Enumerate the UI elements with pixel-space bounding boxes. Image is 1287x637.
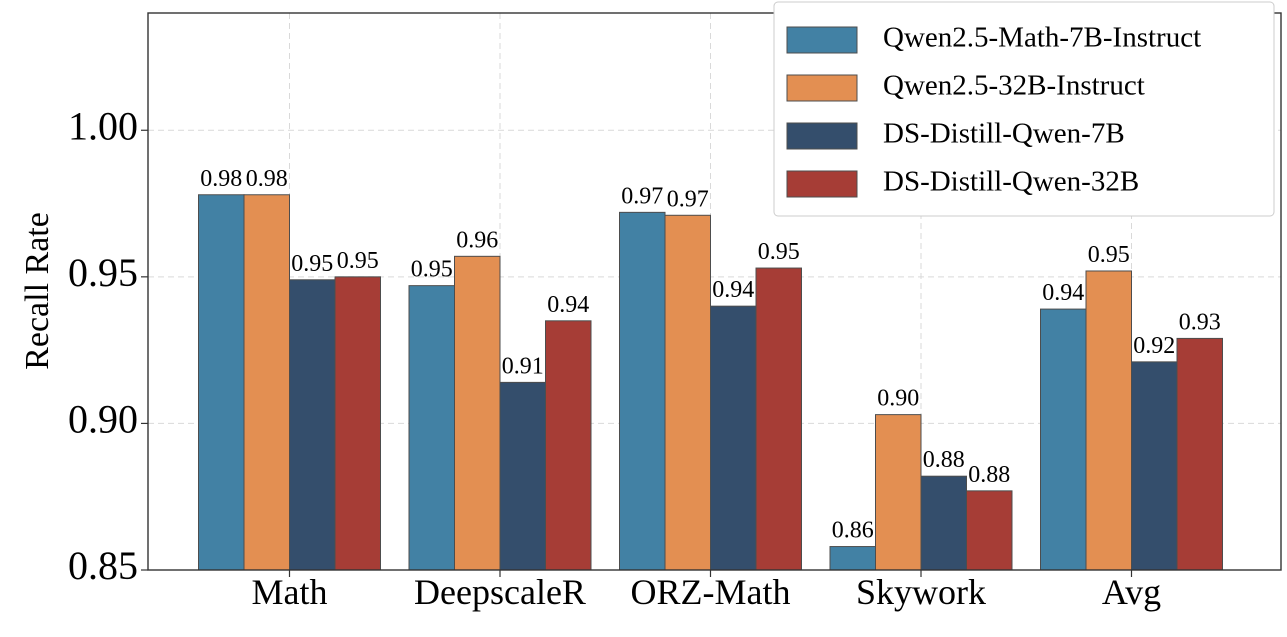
bar-ds-distill-qwen-7b-skywork <box>920 475 967 571</box>
legend: Qwen2.5-Math-7B-Instruct Qwen2.5-32B-Inst… <box>773 1 1275 217</box>
x-tick-label: Skywork <box>856 572 986 612</box>
bar-qwen2-5-math-7b-instruct-math <box>198 194 245 571</box>
bar-ds-distill-qwen-7b-orz-math <box>710 305 757 571</box>
bar-ds-distill-qwen-7b-avg <box>1131 361 1178 571</box>
y-axis: 0.85 0.90 0.95 1.00 <box>68 103 148 588</box>
plot-frame <box>147 12 1282 571</box>
legend-swatch <box>786 74 858 102</box>
bar-value-label: 0.96 <box>456 227 498 253</box>
bar-value-label: 0.93 <box>1179 309 1221 335</box>
bar-value-label: 0.95 <box>758 239 800 265</box>
bar-ds-distill-qwen-32b-deepscaler <box>545 320 592 571</box>
bar-qwen2-5-32b-instruct-skywork <box>875 414 922 571</box>
y-tick-label: 0.95 <box>68 250 138 295</box>
bar-ds-distill-qwen-32b-skywork <box>966 490 1013 571</box>
bar-qwen2-5-math-7b-instruct-skywork <box>829 546 876 571</box>
bar-value-label: 0.97 <box>621 183 663 209</box>
bar-qwen2-5-math-7b-instruct-orz-math <box>619 211 666 571</box>
bar-qwen2-5-32b-instruct-avg <box>1085 270 1132 571</box>
bar-qwen2-5-math-7b-instruct-avg <box>1040 308 1087 571</box>
bar-value-label: 0.95 <box>411 257 453 283</box>
x-tick-label: ORZ-Math <box>631 572 791 612</box>
bar-value-label: 0.92 <box>1133 333 1175 359</box>
bar-value-label: 0.95 <box>291 251 333 277</box>
bar-qwen2-5-32b-instruct-deepscaler <box>454 255 501 571</box>
bar-ds-distill-qwen-7b-math <box>289 279 336 571</box>
y-tick-label: 1.00 <box>68 103 138 148</box>
bar-value-label: 0.86 <box>832 518 874 544</box>
bar-ds-distill-qwen-7b-deepscaler <box>499 381 546 571</box>
bar-qwen2-5-32b-instruct-orz-math <box>664 214 711 571</box>
bar-value-label: 0.94 <box>547 292 589 318</box>
x-tick-label: Math <box>252 572 328 612</box>
bar-value-label: 0.94 <box>712 277 754 303</box>
legend-label: DS-Distill-Qwen-7B <box>883 118 1125 150</box>
bar-value-label: 0.95 <box>337 248 379 274</box>
bar-value-label: 0.90 <box>877 386 919 412</box>
bar-value-label: 0.97 <box>667 186 709 212</box>
bar-value-label: 0.88 <box>968 462 1010 488</box>
x-tick-label: DeepscaleR <box>414 572 586 612</box>
data-labels-layer: 0.98 0.95 0.97 0.86 0.94 0.98 0.96 0.97 0.90 0.95… <box>200 166 1221 544</box>
bar-qwen2-5-math-7b-instruct-deepscaler <box>408 285 455 571</box>
bar-ds-distill-qwen-32b-avg <box>1176 337 1223 571</box>
bar-ds-distill-qwen-32b-math <box>334 276 381 571</box>
y-tick-label: 0.90 <box>68 397 138 442</box>
legend-label: DS-Distill-Qwen-32B <box>883 166 1139 198</box>
y-tick-label: 0.85 <box>68 543 138 588</box>
bars-layer <box>198 194 1223 571</box>
bar-value-label: 0.88 <box>923 447 965 473</box>
bar-value-label: 0.95 <box>1088 242 1130 268</box>
bar-ds-distill-qwen-32b-orz-math <box>755 267 802 571</box>
legend-swatch <box>786 26 858 54</box>
legend-swatch <box>786 170 858 198</box>
bar-qwen2-5-32b-instruct-math <box>243 194 290 571</box>
bar-value-label: 0.94 <box>1042 280 1084 306</box>
x-tick-label: Avg <box>1102 572 1161 612</box>
bar-value-label: 0.91 <box>502 353 544 379</box>
legend-swatch <box>786 122 858 150</box>
y-axis-label: Recall Rate <box>19 212 56 370</box>
legend-label: Qwen2.5-32B-Instruct <box>883 70 1145 102</box>
x-axis: Math DeepscaleR ORZ-Math Skywork Avg <box>252 570 1161 612</box>
bar-value-label: 0.98 <box>200 166 242 192</box>
bar-value-label: 0.98 <box>246 166 288 192</box>
legend-box <box>773 1 1275 217</box>
legend-label: Qwen2.5-Math-7B-Instruct <box>883 22 1201 54</box>
